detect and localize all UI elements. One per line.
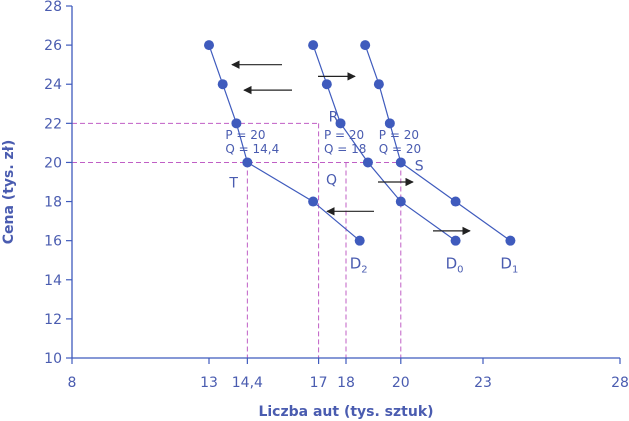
price-quantity-annotation: Q = 14,4 (225, 142, 279, 156)
demand-curves (204, 40, 516, 246)
guide-lines (72, 122, 402, 358)
point-label: S (415, 158, 424, 174)
data-point (450, 196, 461, 207)
data-point (217, 79, 228, 90)
y-tick-label: 10 (44, 351, 62, 367)
price-quantity-annotation: P = 20 (225, 128, 265, 142)
data-point (204, 40, 214, 51)
price-quantity-annotation: P = 20 (324, 128, 364, 142)
data-point (308, 196, 319, 207)
y-tick-label: 12 (44, 312, 62, 328)
data-point (373, 79, 384, 90)
data-point (360, 40, 371, 51)
data-point (362, 157, 373, 168)
demand-curve-line (208, 44, 361, 242)
price-quantity-annotation: Q = 20 (379, 142, 421, 156)
x-tick-label: 13 (200, 375, 218, 391)
y-tick-label: 20 (44, 155, 62, 171)
demand-curve-line (364, 44, 511, 242)
data-point (384, 118, 395, 129)
price-quantity-annotation: Q = 18 (324, 142, 366, 156)
axes: 10 12 14 16 18 20 22 24 26 28 8 13 14,4 17 18 20 23 28 (44, 0, 629, 391)
x-tick-label: 28 (611, 375, 629, 391)
x-tick-label: 14,4 (232, 375, 263, 391)
data-point (450, 235, 461, 246)
point-label: T (228, 175, 238, 191)
data-point (505, 235, 516, 246)
y-tick-label: 22 (44, 116, 62, 132)
x-tick-label: 23 (474, 375, 492, 391)
y-tick-label: 24 (44, 77, 62, 93)
y-tick-label: 14 (44, 273, 62, 289)
y-tick-label: 28 (44, 0, 62, 15)
x-axis-title: Liczba aut (tys. sztuk) (258, 404, 433, 420)
demand-curve-label: D1 (500, 255, 518, 276)
data-point (321, 79, 332, 90)
demand-curve-label: D0 (446, 255, 464, 276)
point-label: Q (326, 172, 337, 188)
price-quantity-annotation: P = 20 (379, 128, 419, 142)
y-tick-label: 26 (44, 38, 62, 54)
data-point (335, 118, 346, 129)
demand-curve-label: D2 (350, 255, 368, 276)
x-tick-label: 8 (68, 375, 77, 391)
y-tick-label: 16 (44, 234, 62, 250)
y-tick-label: 18 (44, 195, 62, 211)
x-tick-label: 20 (392, 375, 410, 391)
data-point (354, 235, 365, 246)
y-axis-title: Cena (tys. zł) (1, 140, 17, 245)
x-tick-label: 18 (337, 375, 355, 391)
data-point (395, 196, 406, 207)
x-tick-label: 17 (310, 375, 328, 391)
data-point (231, 118, 242, 129)
demand-curve-line (312, 44, 456, 242)
point-label: R (329, 109, 339, 125)
shift-arrows (231, 60, 471, 236)
data-point (308, 40, 319, 51)
data-point (242, 157, 253, 168)
data-point (395, 157, 406, 168)
